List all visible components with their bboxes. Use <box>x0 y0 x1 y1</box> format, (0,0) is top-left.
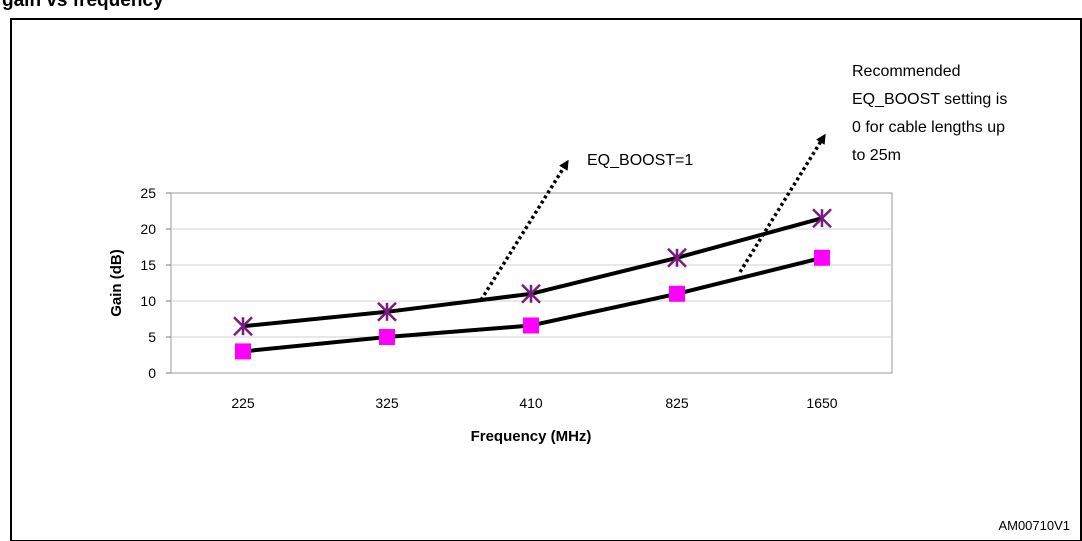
figure-title: gain vs frequency <box>2 0 164 11</box>
series-group <box>233 208 832 360</box>
data-point-square <box>669 285 685 302</box>
y-tick-labels: 0 5 10 15 20 25 <box>140 185 156 381</box>
y-axis-title: Gain (dB) <box>108 249 125 317</box>
data-point-asterisk <box>233 316 253 337</box>
y-tick-label: 15 <box>140 257 156 273</box>
figure-code: AM00710V1 <box>998 518 1070 533</box>
y-tick-label: 10 <box>140 293 156 309</box>
x-tick-label: 825 <box>665 395 689 411</box>
annotation-recommended-line: Recommended <box>852 63 961 80</box>
data-point-square <box>814 249 830 266</box>
data-point-asterisk <box>667 247 687 268</box>
y-tick-label: 25 <box>140 185 156 201</box>
data-point-asterisk <box>521 283 541 304</box>
x-tick-labels: 225 325 410 825 1650 <box>231 395 837 411</box>
eq-boost-arrow <box>479 159 569 301</box>
data-point-square <box>235 343 251 360</box>
x-tick-label: 225 <box>231 395 255 411</box>
x-tick-label: 410 <box>519 395 543 411</box>
data-point-square <box>379 329 395 345</box>
y-tick-label: 0 <box>148 365 156 381</box>
x-tick-label: 1650 <box>806 395 837 411</box>
recommended-arrow <box>738 133 826 273</box>
data-point-square <box>523 317 539 334</box>
y-tick-label: 5 <box>148 329 156 345</box>
y-tick-label: 20 <box>140 221 156 237</box>
annotation-recommended-line: to 25m <box>852 147 901 164</box>
x-tick-label: 325 <box>375 395 399 411</box>
data-point-asterisk <box>812 208 832 229</box>
plot-area <box>170 192 893 374</box>
annotation-eq-boost: EQ_BOOST=1 <box>587 152 693 169</box>
figure-frame <box>10 18 1082 541</box>
annotation-recommended-line: 0 for cable lengths up <box>852 119 1005 136</box>
annotation-recommended: Recommended EQ_BOOST setting is 0 for ca… <box>852 63 1007 164</box>
data-point-asterisk <box>377 301 397 322</box>
annotation-recommended-line: EQ_BOOST setting is <box>852 91 1007 108</box>
x-axis-title: Frequency (MHz) <box>471 428 592 445</box>
